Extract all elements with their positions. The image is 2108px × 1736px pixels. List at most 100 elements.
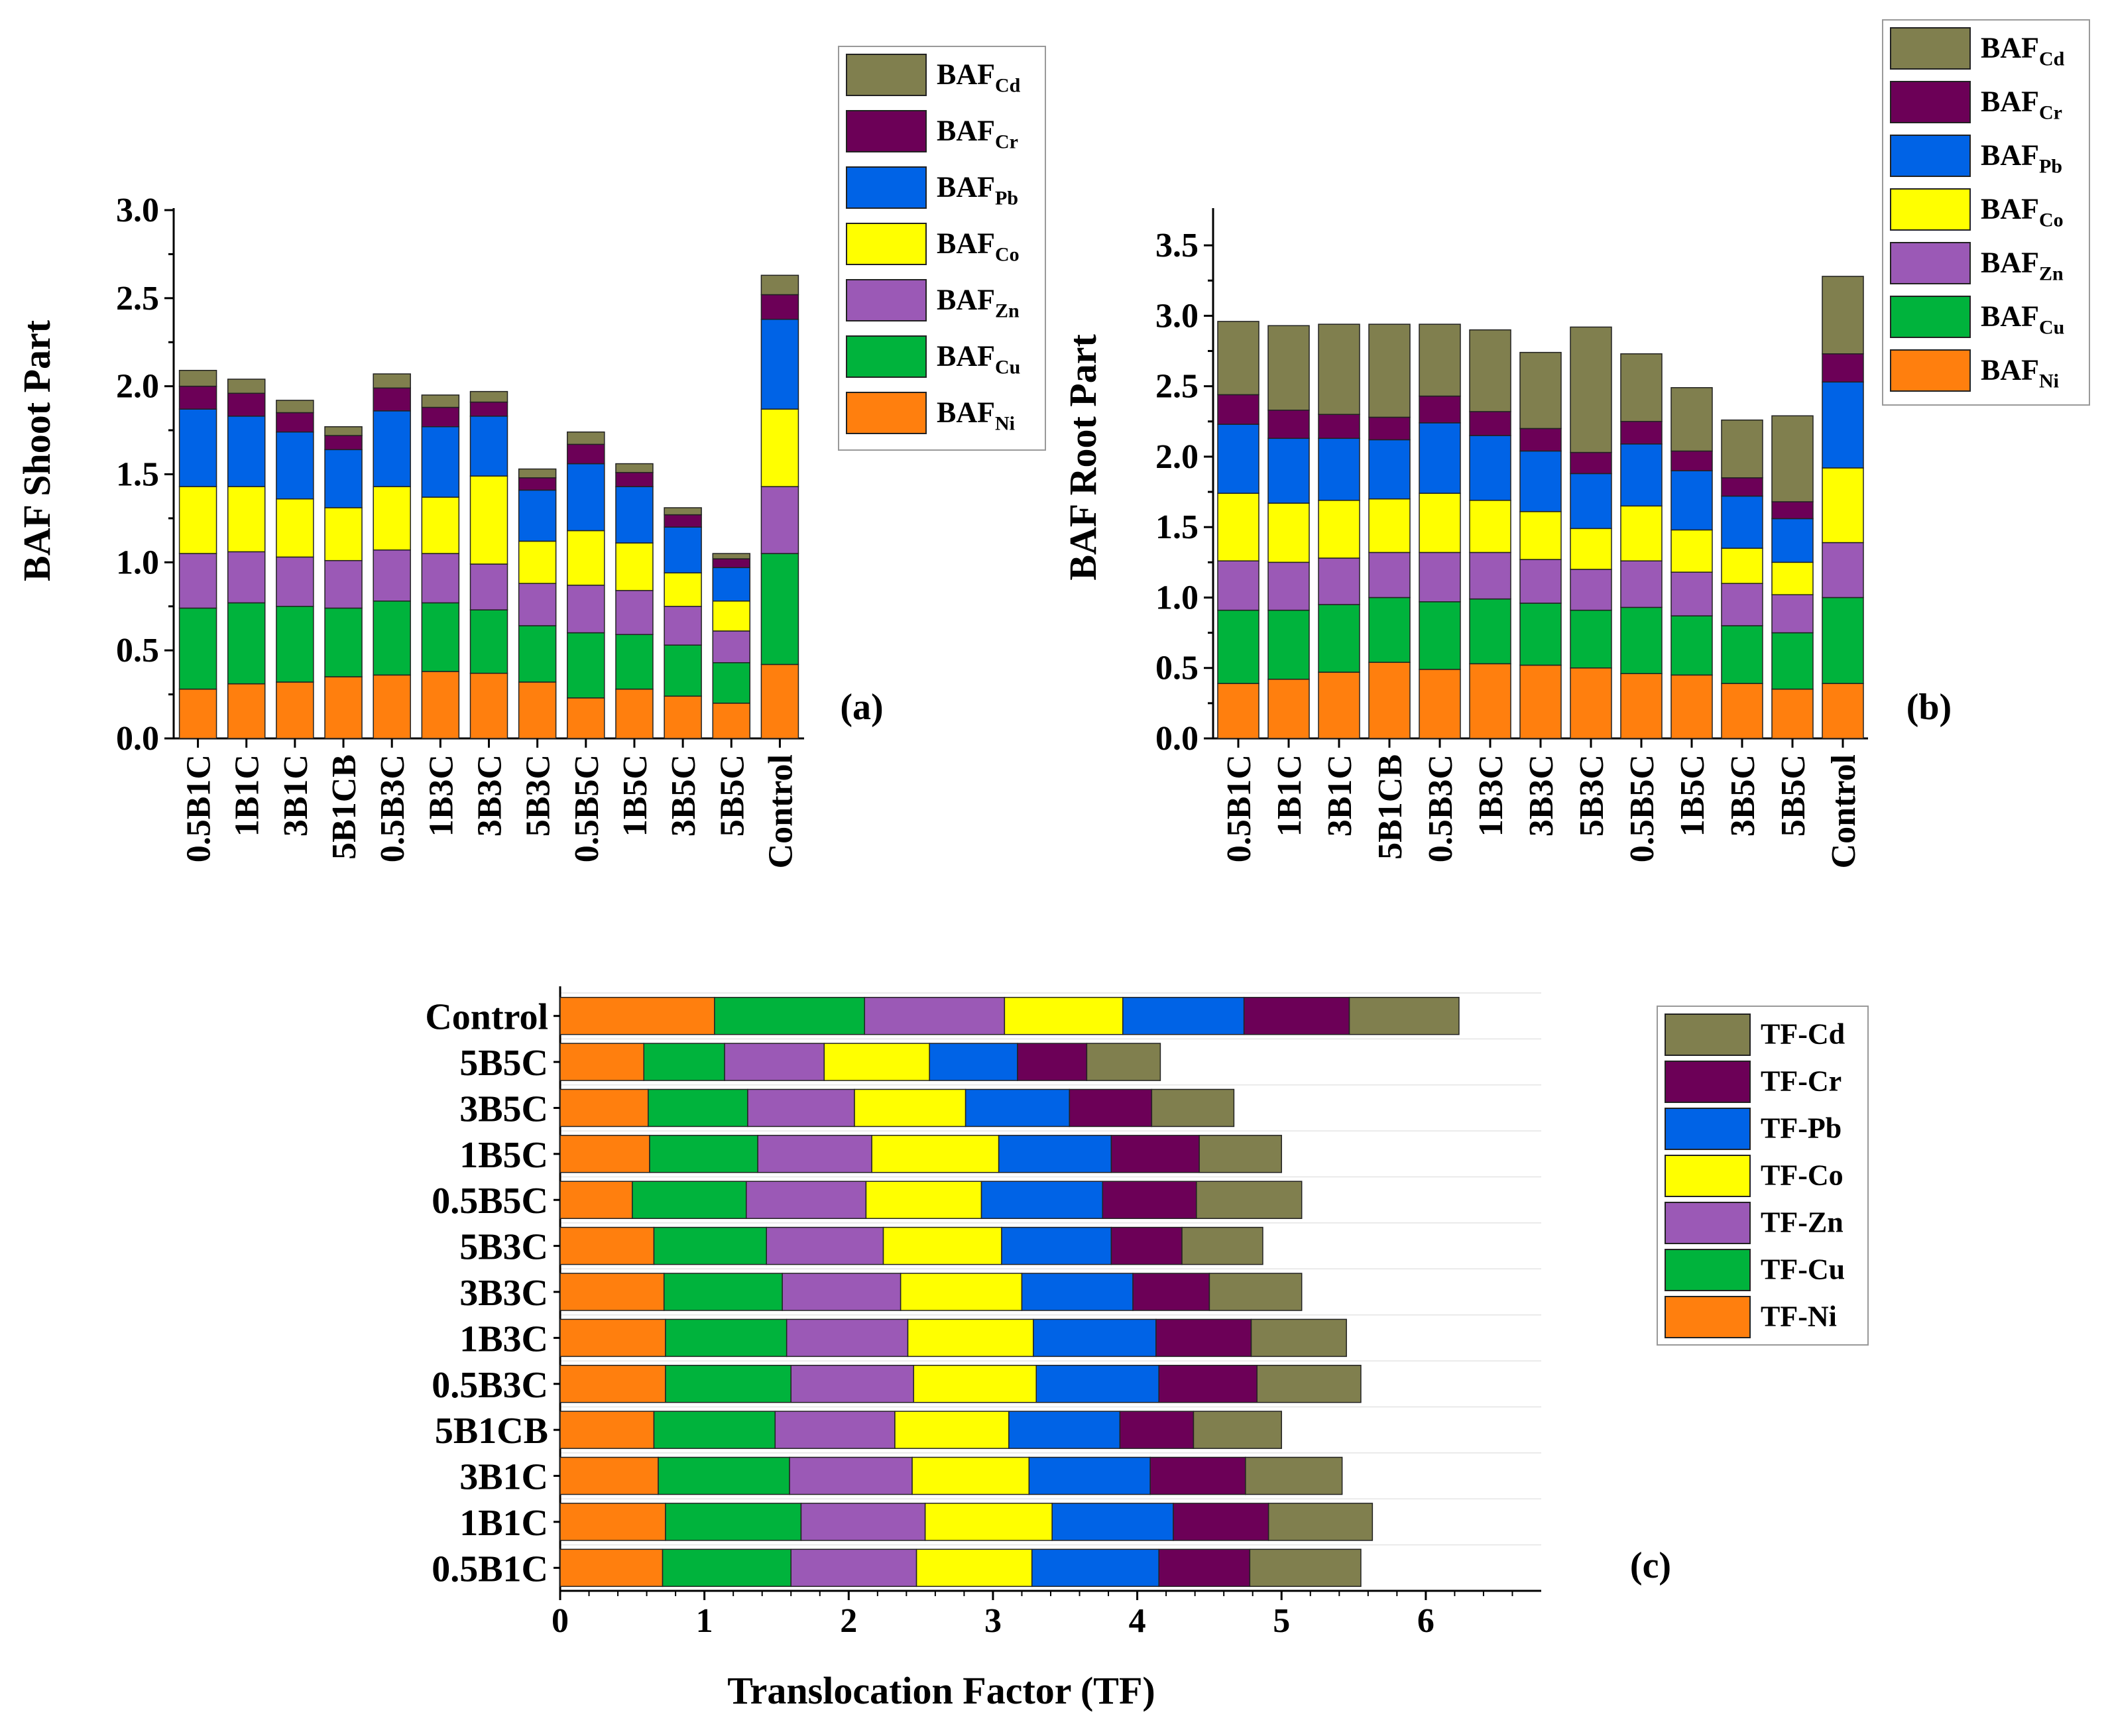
bar-segment-pb xyxy=(1771,518,1814,563)
bar-segment-co xyxy=(1368,498,1411,553)
x-tick-label: 3 xyxy=(984,1602,1002,1640)
panel-label: (a) xyxy=(840,687,883,728)
bar-segment-cr xyxy=(760,294,799,320)
bar-segment-ni xyxy=(559,1503,666,1541)
legend-label-pb: BAFPb xyxy=(937,171,1018,209)
x-category-label: 1B5C xyxy=(1674,754,1712,837)
bar-segment-cd xyxy=(1245,1456,1343,1495)
bar-segment-zn xyxy=(1721,583,1763,626)
bar-segment-ni xyxy=(1267,678,1310,739)
x-category-label: 1B5C xyxy=(616,754,654,837)
bar-segment-co xyxy=(907,1318,1034,1358)
bar-segment-cr xyxy=(1110,1135,1200,1173)
bar-segment-pb xyxy=(1368,439,1411,500)
bar-segment-pb xyxy=(1051,1503,1174,1541)
bar-segment-cd xyxy=(227,378,266,394)
bar-segment-co xyxy=(865,1181,982,1219)
y-category-label: 0.5B5C xyxy=(432,1181,548,1222)
bar-segment-cr xyxy=(712,558,751,569)
legend-label-cu: BAFCu xyxy=(937,340,1020,378)
bar-segment-pb xyxy=(567,463,605,532)
bar-segment-cr xyxy=(1243,996,1350,1035)
bar-segment-co xyxy=(1620,505,1663,561)
bar-segment-cu xyxy=(712,662,751,704)
y-tick-label: 0.5 xyxy=(1155,650,1199,687)
legend-swatch-pb xyxy=(1665,1108,1751,1150)
bar-segment-co xyxy=(1822,467,1864,544)
bar-segment-cr xyxy=(421,406,460,428)
bar-segment-zn xyxy=(747,1088,855,1128)
bar-segment-co xyxy=(900,1273,1023,1311)
bar-segment-co xyxy=(664,572,702,607)
bar-segment-ni xyxy=(559,1411,655,1449)
bar-segment-cr xyxy=(1158,1365,1258,1403)
bar-segment-co xyxy=(1469,500,1511,553)
bar-segment-zn xyxy=(724,1043,825,1081)
bar-segment-cr xyxy=(615,472,654,487)
bar-segment-cr xyxy=(1173,1503,1269,1541)
x-tick-label: 4 xyxy=(1129,1602,1146,1640)
bar-segment-pb xyxy=(1318,437,1360,501)
bar-segment-pb xyxy=(1267,437,1310,504)
bar-segment-pb xyxy=(929,1043,1018,1081)
bar-segment-pb xyxy=(373,410,411,487)
x-category-label: 0.5B5C xyxy=(1623,754,1661,862)
bar-segment-ni xyxy=(664,695,702,739)
bar-segment-co xyxy=(421,496,460,554)
x-category-label: 5B5C xyxy=(1775,754,1812,837)
bar-segment-ni xyxy=(1620,673,1663,739)
bar-segment-zn xyxy=(766,1226,884,1265)
y-tick-label: 1.0 xyxy=(116,544,159,581)
bar-segment-ni xyxy=(1217,683,1259,739)
bar-segment-cu xyxy=(662,1548,791,1588)
bar-segment-cd xyxy=(1368,323,1411,418)
x-tick-label: 5 xyxy=(1273,1602,1290,1640)
legend-swatch-co xyxy=(1890,188,1971,231)
x-category-label: 5B3C xyxy=(520,754,557,837)
bar-segment-cr xyxy=(1318,414,1360,439)
y-category-label: 3B3C xyxy=(459,1273,548,1314)
bar-segment-ni xyxy=(178,688,217,739)
y-category-label: 5B5C xyxy=(459,1043,548,1084)
bar-segment-cd xyxy=(421,394,460,408)
bar-segment-co xyxy=(1721,548,1763,584)
bar-segment-ni xyxy=(1771,688,1814,739)
bar-segment-cd xyxy=(178,370,217,387)
y-tick-label: 1.0 xyxy=(1155,579,1199,616)
y-tick-label: 0.0 xyxy=(1155,720,1199,758)
bar-segment-co xyxy=(373,486,411,551)
bar-segment-cd xyxy=(567,431,605,445)
y-category-label: Control xyxy=(425,997,548,1038)
legend-label-cd: BAFCd xyxy=(1981,32,2065,70)
bar-segment-cr xyxy=(276,412,314,433)
bar-segment-pb xyxy=(1217,424,1259,494)
bar-segment-cd xyxy=(1250,1318,1347,1358)
bar-segment-zn xyxy=(1368,551,1411,599)
y-tick-label: 2.5 xyxy=(1155,368,1199,406)
bar-segment-cu xyxy=(469,609,508,674)
bar-segment-co xyxy=(712,601,751,632)
bar-segment-cd xyxy=(1151,1088,1235,1128)
y-category-label: 5B1CB xyxy=(435,1411,548,1452)
legend-swatch-ni xyxy=(1665,1296,1751,1338)
bar-segment-cu xyxy=(653,1226,767,1265)
bar-segment-pb xyxy=(1670,470,1713,531)
bar-segment-cr xyxy=(567,443,605,465)
legend-label-cr: TF-Cr xyxy=(1761,1065,1842,1098)
bar-segment-cd xyxy=(1771,415,1814,502)
bar-segment-ni xyxy=(227,683,266,739)
x-category-label: 3B5C xyxy=(665,754,703,837)
bar-segment-cu xyxy=(324,607,363,677)
bar-segment-cd xyxy=(518,468,557,479)
bar-segment-cd xyxy=(1419,323,1461,397)
legend-swatch-cr xyxy=(846,110,927,152)
legend: BAFCd BAFCr BAFPb BAFCo BAFZn BAFCu BAFNi xyxy=(1882,19,2090,406)
bar-segment-cu xyxy=(658,1456,790,1495)
bar-segment-ni xyxy=(1519,664,1562,739)
bar-segment-cr xyxy=(1217,394,1259,425)
bar-segment-zn xyxy=(373,549,411,602)
bar-segment-co xyxy=(823,1043,930,1081)
bar-segment-pb xyxy=(1519,450,1562,512)
x-tick-label: 6 xyxy=(1417,1602,1435,1640)
bar-segment-cu xyxy=(714,996,865,1035)
